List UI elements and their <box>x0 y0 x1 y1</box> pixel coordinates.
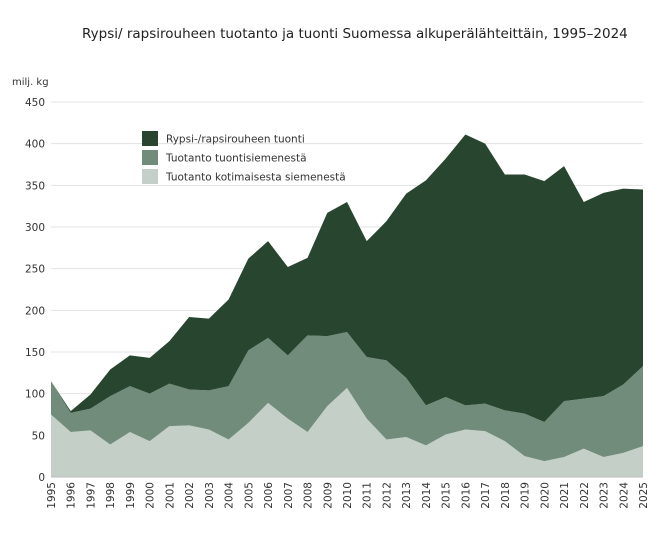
y-tick-label: 150 <box>25 347 45 359</box>
x-tick-label: 2018 <box>500 482 512 509</box>
axes: 0 50 100 150 200 250 300 350 400 450 1995 1996 1997 1… <box>25 97 650 509</box>
series-area <box>51 387 643 477</box>
y-tick-label: 350 <box>25 180 45 192</box>
legend-swatch <box>142 169 158 184</box>
y-tick-label: 450 <box>25 97 45 109</box>
x-tick-label: 2003 <box>204 482 216 509</box>
x-tick-label: 2022 <box>579 482 591 509</box>
x-tick-label: 2017 <box>480 482 492 509</box>
x-tick-label: 2002 <box>184 482 196 509</box>
y-tick-label: 250 <box>25 264 45 276</box>
x-tick-label: 2015 <box>441 482 453 509</box>
x-tick-label: 2025 <box>638 482 650 509</box>
x-tick-label: 2004 <box>224 482 236 509</box>
x-tick-label: 2006 <box>263 482 275 509</box>
x-tick-label: 1996 <box>66 482 78 509</box>
y-tick-label: 200 <box>25 305 45 317</box>
x-tick-label: 2008 <box>303 482 315 509</box>
legend-label: Tuotanto tuontisiemenestä <box>165 153 307 165</box>
chart-title: Rypsi/ rapsirouheen tuotanto ja tuonti S… <box>82 26 628 42</box>
x-tick-label: 2014 <box>421 482 433 509</box>
legend: Rypsi-/rapsirouheen tuonti Tuotanto tuont… <box>142 131 346 184</box>
legend-swatch <box>142 131 158 146</box>
x-tick-label: 2005 <box>243 482 255 509</box>
x-tick-label: 2009 <box>322 482 334 509</box>
x-tick-label: 2012 <box>381 482 393 509</box>
series-area <box>51 134 643 422</box>
stacked-areas <box>51 134 643 477</box>
x-tick-label: 2010 <box>342 482 354 509</box>
y-tick-label: 50 <box>32 430 45 442</box>
legend-label: Tuotanto kotimaisesta siemenestä <box>165 172 346 184</box>
x-tick-label: 2000 <box>145 482 157 509</box>
series-area <box>51 332 643 462</box>
x-tick-label: 2001 <box>164 482 176 509</box>
y-axis-unit-label: milj. kg <box>12 77 49 88</box>
x-tick-label: 2024 <box>618 482 630 509</box>
y-tick-label: 0 <box>38 472 45 484</box>
x-tick-label: 2020 <box>539 482 551 509</box>
x-tick-label: 1999 <box>125 482 137 509</box>
legend-label: Rypsi-/rapsirouheen tuonti <box>166 134 305 146</box>
x-tick-label: 2019 <box>520 482 532 509</box>
legend-swatch <box>142 150 158 165</box>
x-tick-label: 2016 <box>460 482 472 509</box>
x-tick-label: 1997 <box>85 482 97 509</box>
x-tick-label: 2021 <box>559 482 571 509</box>
x-tick-label: 2013 <box>401 482 413 509</box>
y-tick-label: 300 <box>25 222 45 234</box>
y-tick-label: 100 <box>25 389 45 401</box>
x-tick-label: 1995 <box>46 482 58 509</box>
x-tick-label: 2011 <box>362 482 374 509</box>
x-tick-label: 1998 <box>105 482 117 509</box>
x-tick-label: 2023 <box>599 482 611 509</box>
y-tick-label: 400 <box>25 139 45 151</box>
x-tick-label: 2007 <box>283 482 295 509</box>
